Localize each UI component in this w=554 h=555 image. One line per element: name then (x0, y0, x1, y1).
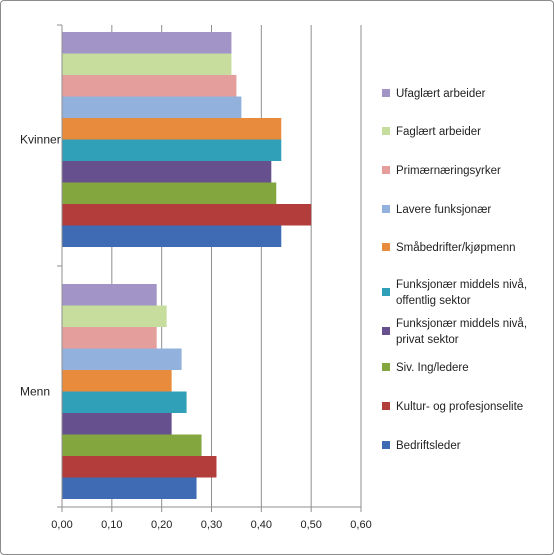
bar (62, 456, 217, 478)
legend-label: Bedriftsleder (396, 440, 461, 452)
legend-label: Siv. Ing/ledere (396, 362, 469, 374)
legend-swatch (382, 441, 390, 449)
legend-entry: Ufaglært arbeider (382, 88, 486, 100)
legend-label: offentlig sektor (396, 295, 471, 307)
legend-entry: Småbedrifter/kjøpmenn (382, 242, 516, 254)
legend-entry: Faglært arbeider (382, 126, 481, 138)
category-label: Kvinner (20, 133, 61, 147)
legend-entry: Funksjonær middels nivå, offentlig sektor (382, 279, 527, 307)
bar (62, 96, 242, 118)
bar (62, 118, 282, 140)
legend-label: Faglært arbeider (396, 126, 481, 138)
legend-swatch (382, 243, 390, 251)
legend: Ufaglært arbeider Faglært arbeider Primærn… (382, 88, 527, 452)
x-tick-label: 0,10 (101, 519, 122, 531)
bar (62, 32, 232, 54)
bar (62, 53, 232, 75)
legend-entry: Lavere funksjonær (382, 204, 491, 216)
y-axis-category-labels: Kvinner Menn (20, 133, 61, 399)
bar (62, 391, 187, 413)
legend-label: Kultur- og profesjonselite (396, 401, 523, 413)
x-tick-label: 0,40 (251, 519, 272, 531)
bar (62, 327, 157, 349)
legend-swatch (382, 89, 390, 97)
category-label: Menn (20, 385, 50, 399)
legend-label: Småbedrifter/kjøpmenn (396, 242, 516, 254)
legend-swatch (382, 288, 390, 296)
bar (62, 204, 312, 226)
x-tick-label: 0,20 (151, 519, 172, 531)
bar (62, 225, 282, 247)
bar (62, 75, 237, 97)
legend-label: Funksjonær middels nivå, (396, 279, 527, 291)
bar (62, 370, 172, 392)
legend-entry: Funksjonær middels nivå, privat sektor (382, 318, 527, 346)
x-tick-label: 0,30 (201, 519, 222, 531)
legend-label: Funksjonær middels nivå, (396, 318, 527, 330)
legend-entry: Siv. Ing/ledere (382, 362, 469, 374)
legend-label: Ufaglært arbeider (396, 88, 486, 100)
bar (62, 305, 167, 327)
legend-label: Lavere funksjonær (396, 204, 491, 216)
axes (57, 24, 362, 512)
legend-swatch (382, 127, 390, 135)
bar (62, 348, 182, 370)
legend-swatch (382, 327, 390, 335)
x-tick-label: 0,50 (300, 519, 321, 531)
bar (62, 161, 272, 183)
legend-swatch (382, 166, 390, 174)
legend-swatch (382, 402, 390, 410)
x-axis-tick-labels: 0,00 0,10 0,20 0,30 0,40 0,50 0,60 (51, 519, 371, 531)
bar (62, 477, 197, 499)
bar (62, 413, 172, 435)
legend-swatch (382, 363, 390, 371)
bar (62, 182, 277, 204)
bar (62, 139, 282, 161)
legend-swatch (382, 205, 390, 213)
legend-label: Primærnæringsyrker (396, 165, 501, 177)
legend-entry: Primærnæringsyrker (382, 165, 501, 177)
x-tick-label: 0,00 (51, 519, 72, 531)
x-tick-label: 0,60 (350, 519, 371, 531)
legend-entry: Kultur- og profesjonselite (382, 401, 523, 413)
bar (62, 434, 202, 456)
legend-label: privat sektor (396, 334, 459, 346)
bars (62, 32, 312, 499)
bar (62, 284, 157, 306)
legend-entry: Bedriftsleder (382, 440, 461, 452)
